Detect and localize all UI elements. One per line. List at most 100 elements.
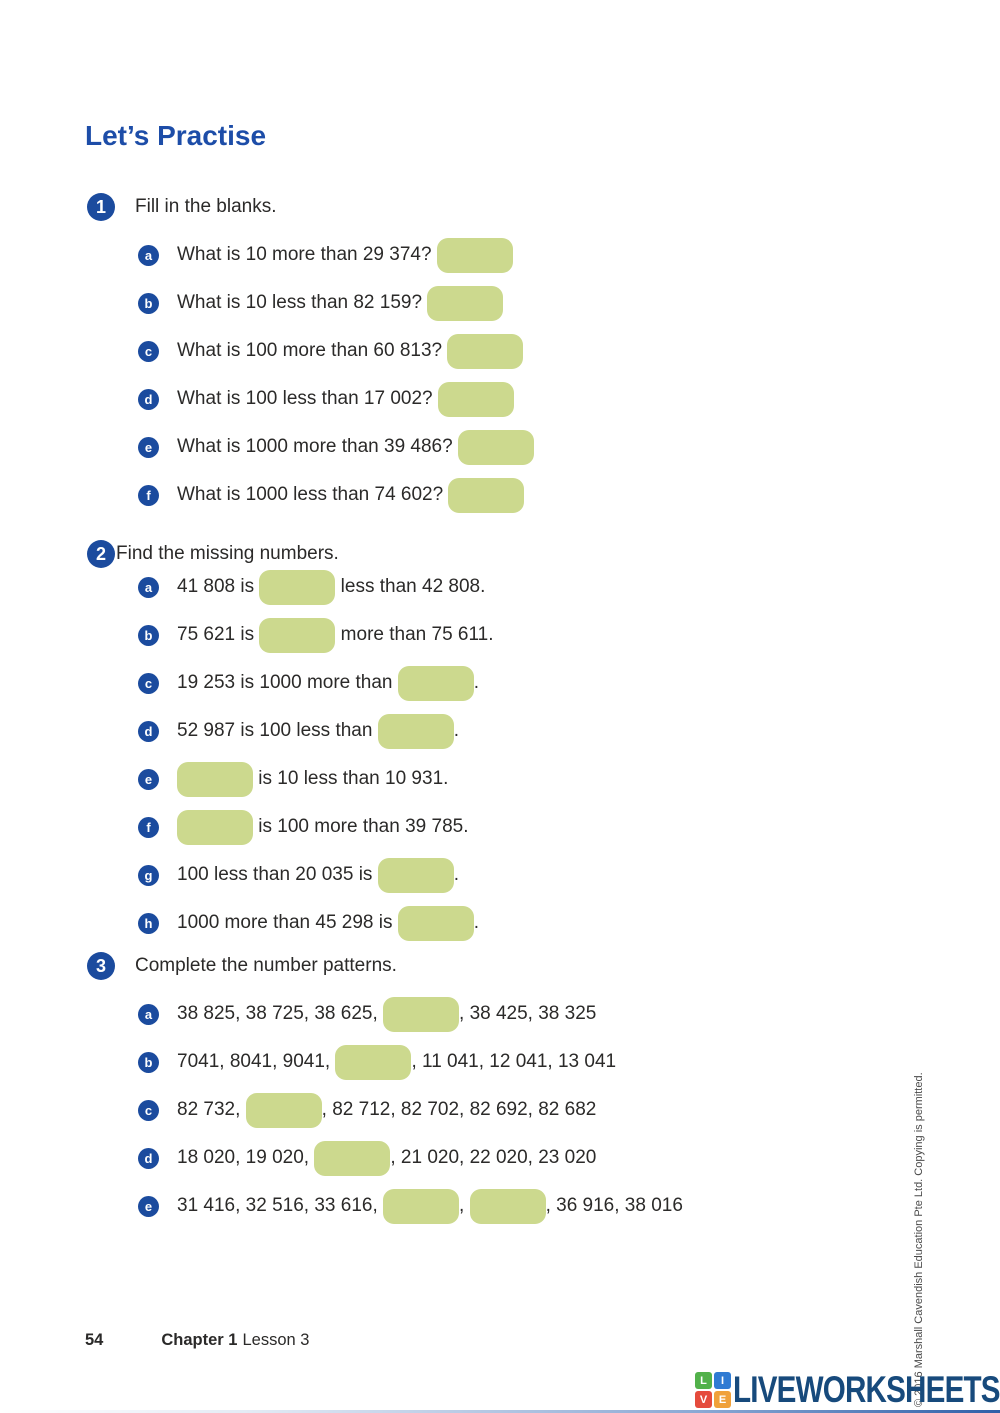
item-text: 75 621 is xyxy=(177,624,260,645)
item-text: is 100 more than 39 785. xyxy=(253,816,469,837)
item-3a: a 38 825, 38 725, 38 625, , 38 425, 38 32… xyxy=(138,990,1000,1038)
item-letter-badge: d xyxy=(138,1147,159,1169)
item-text: What is 10 more than 29 374? xyxy=(177,244,437,265)
item-text: 41 808 is xyxy=(177,576,260,597)
item-letter-badge: c xyxy=(138,340,159,362)
answer-box[interactable] xyxy=(427,285,504,321)
question-prompt: Fill in the blanks. xyxy=(135,196,277,217)
question-3-header: 3 Complete the number patterns. xyxy=(87,952,397,980)
item-text: 19 253 is 1000 more than xyxy=(177,672,398,693)
item-letter-badge: b xyxy=(138,624,159,646)
question-1-header: 1 Fill in the blanks. xyxy=(87,193,277,221)
answer-box[interactable] xyxy=(245,1092,322,1128)
item-text: is 10 less than 10 931. xyxy=(253,768,449,789)
item-1d: d What is 100 less than 17 002? xyxy=(138,375,1000,423)
bottom-edge-strip xyxy=(0,1410,1000,1413)
question-number-badge: 2 xyxy=(87,540,115,568)
item-text: What is 10 less than 82 159? xyxy=(177,292,428,313)
item-1b: b What is 10 less than 82 159? xyxy=(138,279,1000,327)
answer-box[interactable] xyxy=(447,333,524,369)
item-letter-badge: c xyxy=(138,672,159,694)
item-2c: c 19 253 is 1000 more than . xyxy=(138,659,1000,707)
question-3-items: a 38 825, 38 725, 38 625, , 38 425, 38 32… xyxy=(138,990,1000,1230)
item-2a: a 41 808 is less than 42 808. xyxy=(138,563,1000,611)
item-text: 7041, 8041, 9041, xyxy=(177,1051,336,1072)
item-letter-badge: a xyxy=(138,576,159,598)
item-letter-badge: d xyxy=(138,720,159,742)
item-text: . xyxy=(453,720,459,741)
answer-box[interactable] xyxy=(259,617,336,653)
answer-box[interactable] xyxy=(383,1188,460,1224)
answer-box[interactable] xyxy=(397,905,474,941)
brand-tile-i: I xyxy=(714,1372,731,1389)
question-number-badge: 3 xyxy=(87,952,115,980)
item-letter-badge: b xyxy=(138,292,159,314)
question-number-badge: 1 xyxy=(87,193,115,221)
item-text: , xyxy=(459,1195,470,1216)
item-text: less than 42 808. xyxy=(335,576,486,597)
item-text: 31 416, 32 516, 33 616, xyxy=(177,1195,384,1216)
item-letter-badge: e xyxy=(138,768,159,790)
page-number: 54 xyxy=(85,1331,104,1349)
question-2-header: 2 Find the missing numbers. xyxy=(87,540,339,568)
item-letter-badge: a xyxy=(138,1003,159,1025)
question-2-items: a 41 808 is less than 42 808. b 75 621 is m… xyxy=(138,563,1000,947)
item-text: more than 75 611. xyxy=(335,624,494,645)
item-text: 38 825, 38 725, 38 625, xyxy=(177,1003,384,1024)
item-text: . xyxy=(453,864,459,885)
answer-box[interactable] xyxy=(377,713,454,749)
item-2e: e is 10 less than 10 931. xyxy=(138,755,1000,803)
item-letter-badge: d xyxy=(138,388,159,410)
item-text: 52 987 is 100 less than xyxy=(177,720,378,741)
item-3b: b 7041, 8041, 9041, , 11 041, 12 041, 13 … xyxy=(138,1038,1000,1086)
item-3d: d 18 020, 19 020, , 21 020, 22 020, 23 02… xyxy=(138,1134,1000,1182)
item-2h: h 1000 more than 45 298 is . xyxy=(138,899,1000,947)
answer-box[interactable] xyxy=(314,1140,391,1176)
answer-box[interactable] xyxy=(259,569,336,605)
brand-tile-v: V xyxy=(695,1391,712,1408)
item-text: 1000 more than 45 298 is xyxy=(177,912,398,933)
answer-box[interactable] xyxy=(335,1044,412,1080)
item-text: , 11 041, 12 041, 13 041 xyxy=(411,1051,617,1072)
answer-box[interactable] xyxy=(397,665,474,701)
item-1e: e What is 1000 more than 39 486? xyxy=(138,423,1000,471)
item-letter-badge: h xyxy=(138,912,159,934)
answer-box[interactable] xyxy=(177,761,253,797)
item-letter-badge: f xyxy=(138,484,159,506)
item-letter-badge: g xyxy=(138,864,159,886)
item-3c: c 82 732, , 82 712, 82 702, 82 692, 82 68… xyxy=(138,1086,1000,1134)
item-letter-badge: b xyxy=(138,1051,159,1073)
question-1-items: a What is 10 more than 29 374? b What is 1… xyxy=(138,231,1000,519)
item-1c: c What is 100 more than 60 813? xyxy=(138,327,1000,375)
item-text: , 38 425, 38 325 xyxy=(459,1003,597,1024)
answer-box[interactable] xyxy=(177,809,253,845)
item-1f: f What is 1000 less than 74 602? xyxy=(138,471,1000,519)
item-text: 100 less than 20 035 is xyxy=(177,864,378,885)
copyright-vertical-text: © 2016 Marshall Cavendish Education Pte … xyxy=(913,1072,925,1407)
answer-box[interactable] xyxy=(436,237,513,273)
answer-box[interactable] xyxy=(383,996,460,1032)
item-2f: f is 100 more than 39 785. xyxy=(138,803,1000,851)
item-text: , 21 020, 22 020, 23 020 xyxy=(390,1147,597,1168)
item-letter-badge: f xyxy=(138,816,159,838)
answer-box[interactable] xyxy=(448,477,525,513)
liveworksheets-wordmark: LIVEWORKSHEETS xyxy=(733,1369,1000,1410)
item-2b: b 75 621 is more than 75 611. xyxy=(138,611,1000,659)
item-letter-badge: e xyxy=(138,436,159,458)
brand-tile-e: E xyxy=(714,1391,731,1408)
item-text: What is 100 less than 17 002? xyxy=(177,388,438,409)
item-text: 18 020, 19 020, xyxy=(177,1147,315,1168)
item-3e: e 31 416, 32 516, 33 616, , , 36 916, 38 … xyxy=(138,1182,1000,1230)
item-text: What is 1000 more than 39 486? xyxy=(177,436,458,457)
item-text: What is 100 more than 60 813? xyxy=(177,340,448,361)
item-text: . xyxy=(473,672,480,693)
answer-box[interactable] xyxy=(457,429,534,465)
item-text: . xyxy=(473,912,480,933)
item-text: What is 1000 less than 74 602? xyxy=(177,484,449,505)
item-text: 82 732, xyxy=(177,1099,246,1120)
answer-box[interactable] xyxy=(469,1188,546,1224)
answer-box[interactable] xyxy=(437,381,514,417)
answer-box[interactable] xyxy=(377,857,454,893)
